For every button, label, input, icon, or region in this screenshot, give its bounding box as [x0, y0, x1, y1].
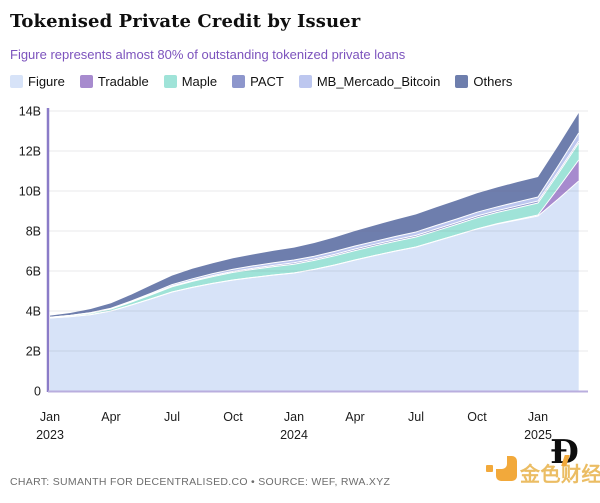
legend-swatch-figure [10, 75, 23, 88]
x-tick-label: Jul [408, 410, 424, 424]
legend-label-pact: PACT [250, 74, 284, 89]
y-tick-label: 4B [26, 305, 41, 319]
legend-label-maple: Maple [181, 74, 218, 89]
legend-item-tradable: Tradable [79, 74, 149, 89]
y-tick-label: 2B [26, 345, 41, 359]
legend-item-maple: Maple [163, 74, 218, 89]
legend-label-mb-mercado-bitcoin: MB_Mercado_Bitcoin [316, 74, 441, 89]
series-separator [49, 159, 580, 319]
x-tick-label: Apr [101, 410, 120, 424]
series-separator [49, 140, 580, 318]
legend-swatch-pact [232, 75, 246, 88]
jinse-finance-logo-icon [486, 456, 517, 481]
x-tick-label: Jan [40, 410, 60, 424]
legend-item-mb-mercado-bitcoin: MB_Mercado_Bitcoin [298, 74, 441, 89]
chart-credit: CHART: SUMANTH FOR DECENTRALISED.CO • SO… [10, 476, 391, 488]
y-tick-label: 10B [19, 185, 41, 199]
x-tick-label: Apr [345, 410, 364, 424]
x-tick-label: Oct [467, 410, 487, 424]
x-tick-year-label: 2025 [524, 428, 552, 442]
y-tick-label: 14B [19, 105, 41, 119]
x-tick-label: Oct [223, 410, 243, 424]
legend: Figure Tradable Maple PACT MB_Mercado_Bi… [10, 74, 512, 89]
legend-label-others: Others [473, 74, 513, 89]
legend-item-pact: PACT [232, 74, 284, 89]
legend-swatch-tradable [79, 75, 93, 88]
x-tick-label: Jan [528, 410, 548, 424]
y-tick-label: 0 [34, 385, 41, 399]
legend-item-others: Others [455, 74, 512, 89]
legend-label-figure: Figure [28, 74, 65, 89]
x-tick-year-label: 2024 [280, 428, 308, 442]
jinse-logo-square-small [486, 465, 493, 472]
jinse-finance-watermark-text: 金色财经 [520, 462, 600, 486]
series-separator [49, 132, 580, 318]
y-tick-label: 8B [26, 225, 41, 239]
legend-item-figure: Figure [10, 74, 65, 89]
x-tick-label: Jan [284, 410, 304, 424]
y-tick-label: 6B [26, 265, 41, 279]
legend-swatch-maple [163, 75, 177, 88]
legend-label-tradable: Tradable [97, 74, 149, 89]
jinse-logo-square-big [496, 456, 517, 481]
chart-subtitle: Figure represents almost 80% of outstand… [10, 47, 406, 62]
watermark: 金色财经 Ð [484, 435, 600, 487]
stacked-area-chart: 0 2B 4B 6B 8B 10B 12B 14B Jan 2023 Apr Jul Oct Jan 202… [19, 105, 588, 442]
series-separator [49, 142, 580, 318]
area-figure [50, 181, 579, 391]
y-tick-label: 12B [19, 145, 41, 159]
x-tick-label: Jul [164, 410, 180, 424]
x-tick-year-label: 2023 [36, 428, 64, 442]
legend-swatch-others [455, 75, 469, 88]
legend-swatch-mb-mercado-bitcoin [298, 75, 312, 88]
page-title: Tokenised Private Credit by Issuer [10, 11, 361, 32]
